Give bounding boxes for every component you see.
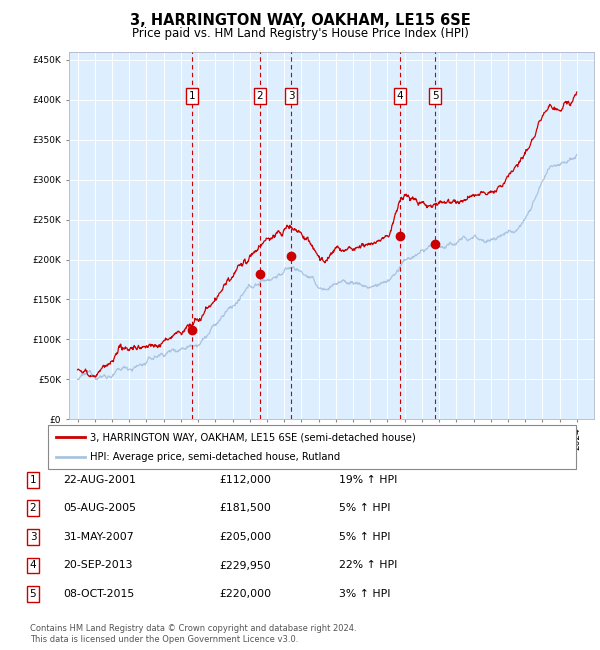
Text: 3, HARRINGTON WAY, OAKHAM, LE15 6SE: 3, HARRINGTON WAY, OAKHAM, LE15 6SE bbox=[130, 13, 470, 28]
Text: 2: 2 bbox=[257, 91, 263, 101]
Text: 5% ↑ HPI: 5% ↑ HPI bbox=[339, 532, 391, 542]
Text: 19% ↑ HPI: 19% ↑ HPI bbox=[339, 474, 397, 485]
Text: 3: 3 bbox=[288, 91, 295, 101]
Text: 1: 1 bbox=[188, 91, 195, 101]
Text: 1: 1 bbox=[29, 474, 37, 485]
Text: 5: 5 bbox=[29, 589, 37, 599]
Text: £112,000: £112,000 bbox=[219, 474, 271, 485]
Text: 20-SEP-2013: 20-SEP-2013 bbox=[63, 560, 133, 571]
Text: 3, HARRINGTON WAY, OAKHAM, LE15 6SE (semi-detached house): 3, HARRINGTON WAY, OAKHAM, LE15 6SE (sem… bbox=[90, 432, 416, 442]
Text: 22% ↑ HPI: 22% ↑ HPI bbox=[339, 560, 397, 571]
FancyBboxPatch shape bbox=[48, 425, 576, 469]
Text: £220,000: £220,000 bbox=[219, 589, 271, 599]
Text: £181,500: £181,500 bbox=[219, 503, 271, 514]
Text: 2: 2 bbox=[29, 503, 37, 514]
Text: 05-AUG-2005: 05-AUG-2005 bbox=[63, 503, 136, 514]
Text: £205,000: £205,000 bbox=[219, 532, 271, 542]
Text: 5% ↑ HPI: 5% ↑ HPI bbox=[339, 503, 391, 514]
Text: 08-OCT-2015: 08-OCT-2015 bbox=[63, 589, 134, 599]
Text: £229,950: £229,950 bbox=[219, 560, 271, 571]
Text: 31-MAY-2007: 31-MAY-2007 bbox=[63, 532, 134, 542]
Text: Contains HM Land Registry data © Crown copyright and database right 2024.
This d: Contains HM Land Registry data © Crown c… bbox=[30, 624, 356, 644]
Text: 3: 3 bbox=[29, 532, 37, 542]
Text: 3% ↑ HPI: 3% ↑ HPI bbox=[339, 589, 391, 599]
Text: 4: 4 bbox=[397, 91, 403, 101]
Text: 22-AUG-2001: 22-AUG-2001 bbox=[63, 474, 136, 485]
Text: HPI: Average price, semi-detached house, Rutland: HPI: Average price, semi-detached house,… bbox=[90, 452, 340, 462]
Text: 4: 4 bbox=[29, 560, 37, 571]
Text: Price paid vs. HM Land Registry's House Price Index (HPI): Price paid vs. HM Land Registry's House … bbox=[131, 27, 469, 40]
Text: 5: 5 bbox=[432, 91, 439, 101]
